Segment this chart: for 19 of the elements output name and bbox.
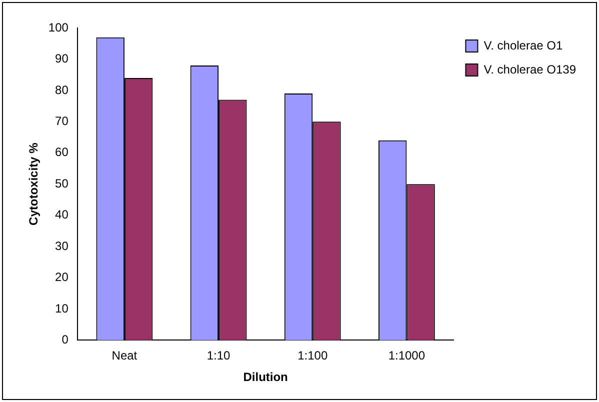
- y-tick-label: 20: [55, 270, 69, 284]
- legend-label: V. cholerae O1: [484, 38, 563, 52]
- x-tick-label: 1:1000: [388, 348, 426, 363]
- y-tick-label: 10: [55, 301, 69, 316]
- y-tick-label: 40: [55, 208, 69, 222]
- x-tick-label: 1:100: [298, 348, 328, 363]
- x-tick-label: Neat: [112, 348, 138, 363]
- legend-label: V. cholerae O139: [484, 62, 576, 76]
- y-tick-label: 50: [55, 176, 69, 190]
- y-tick-label: 60: [55, 145, 69, 160]
- y-tick-label: 80: [55, 82, 69, 97]
- y-tick-label: 30: [55, 238, 69, 253]
- x-axis-title: Dilution: [243, 370, 288, 384]
- y-tick-label: 90: [55, 52, 69, 66]
- y-tick-label: 0: [62, 332, 69, 347]
- x-tick-label: 1:10: [206, 348, 231, 363]
- y-tick-label: 100: [48, 20, 69, 34]
- y-axis-title: Cytotoxicity %: [26, 142, 41, 226]
- y-tick-label: 70: [55, 114, 69, 128]
